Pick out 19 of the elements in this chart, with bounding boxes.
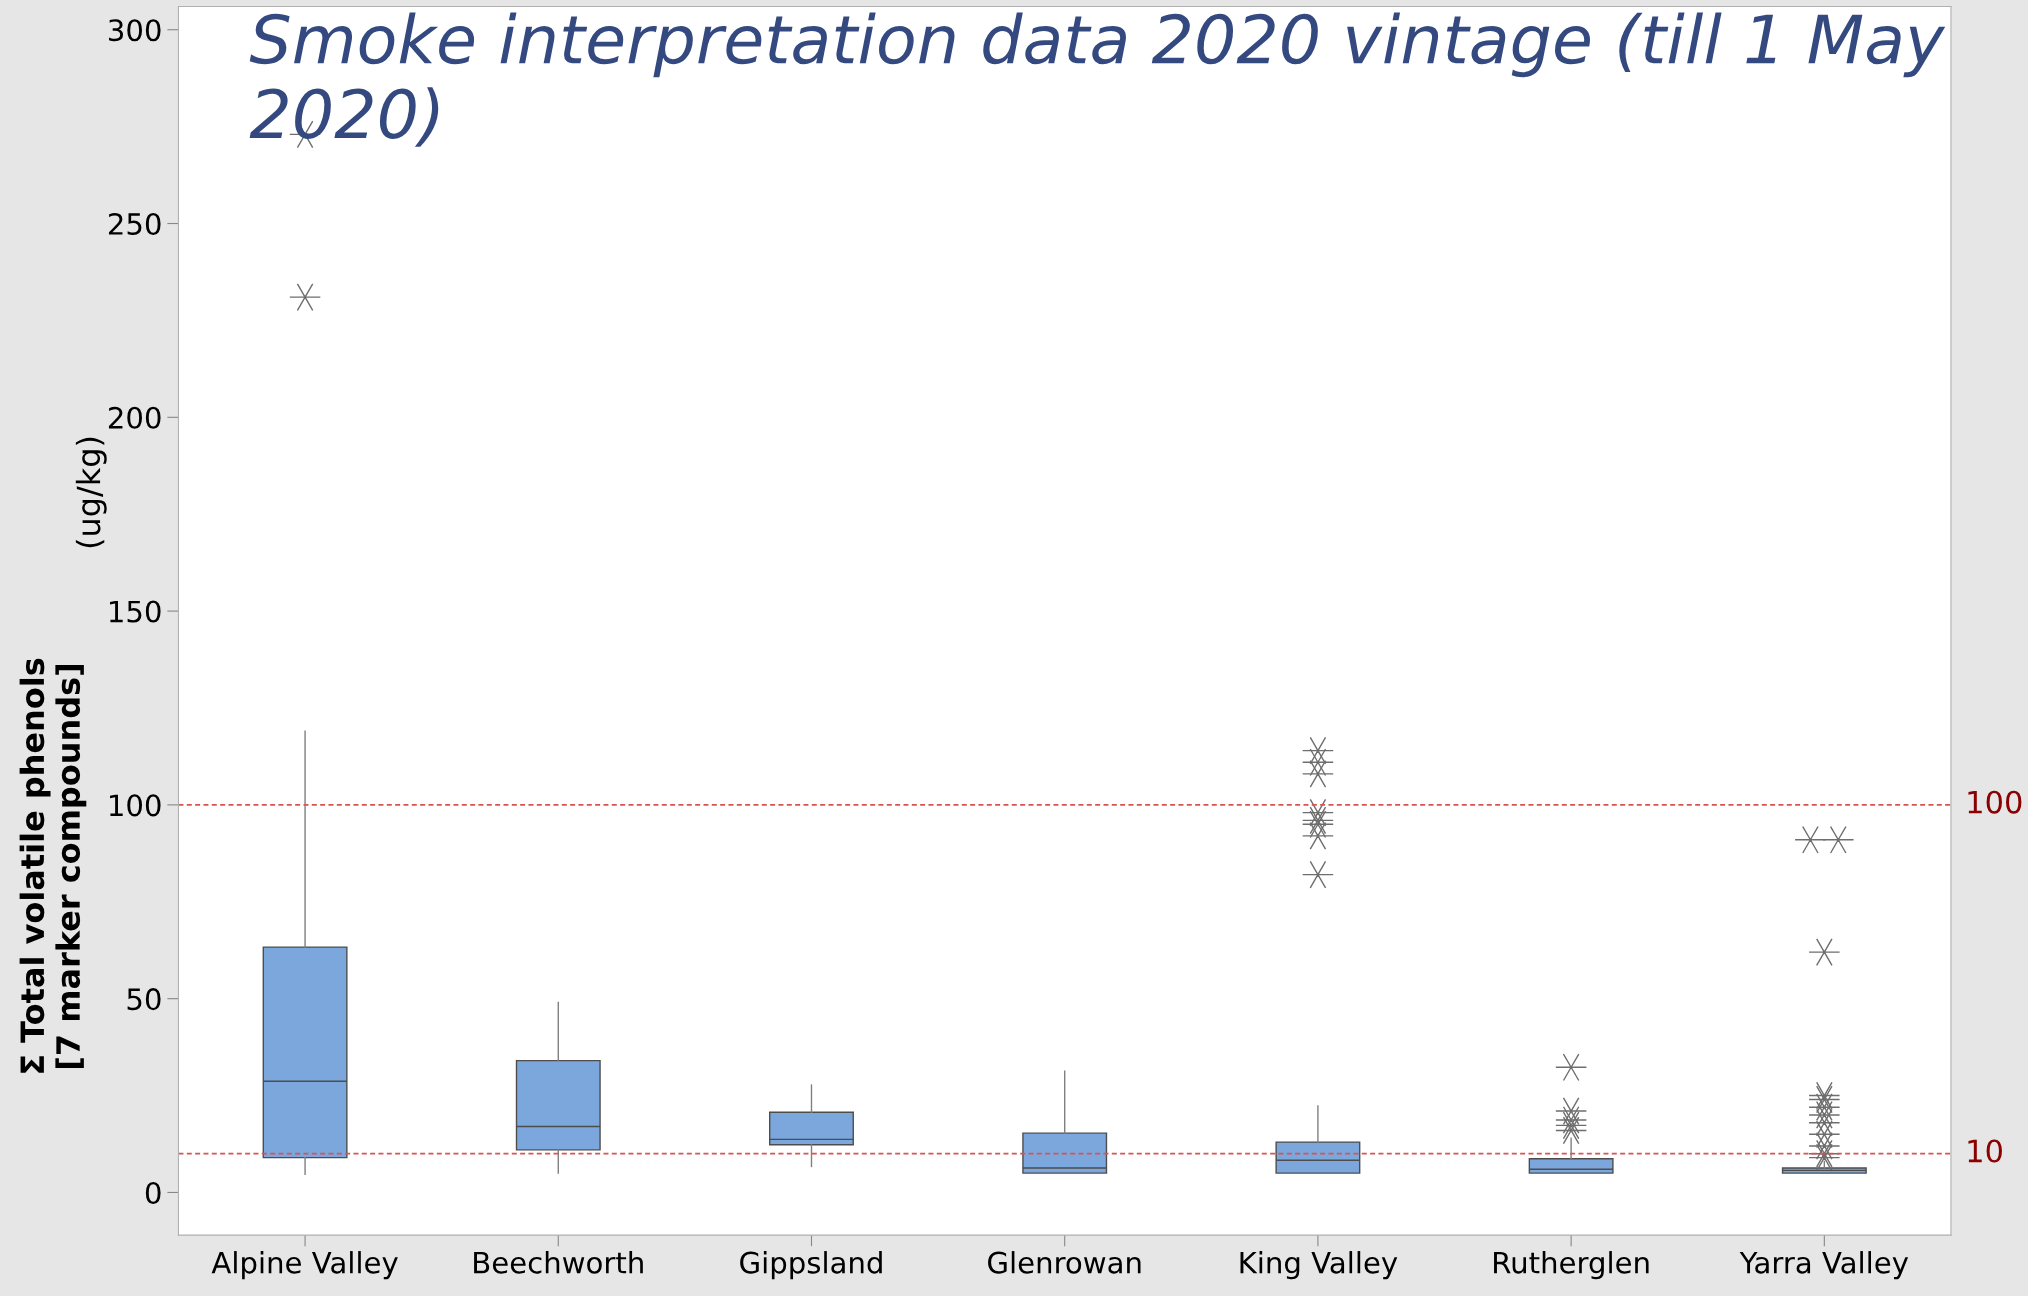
y-tick-label: 150: [110, 600, 161, 623]
y-tick-label: 250: [108, 212, 161, 236]
x-tick-label: King Valley: [1240, 1251, 1398, 1280]
x-tick-label: Gippsland: [740, 1251, 882, 1280]
text: (ug/kg): [75, 437, 107, 548]
x-tick-label: Glenrowan: [988, 1251, 1141, 1274]
y-tick-label: 100: [110, 794, 161, 817]
x-tick-label: Yarra Valley: [1739, 1251, 1909, 1280]
text: Smoke interpretation data 2020 vintage (till 1 May 2020): [249, 12, 1946, 147]
y-tick-label: 0: [145, 1181, 161, 1204]
y-tick-label: 50: [127, 988, 161, 1011]
ref-line-label: 10: [1968, 1139, 2002, 1163]
x-tick-label: Alpine Valley: [211, 1251, 398, 1280]
x-tick-label: Beechworth: [474, 1251, 643, 1274]
ref-line-label: 100: [1968, 790, 2022, 814]
y-axis-title: Σ Total volatile phenols [7 marker compounds]: [19, 658, 87, 1073]
y-tick-label: 300: [109, 19, 161, 42]
y-tick-label: 200: [108, 406, 161, 429]
x-tick-label: Rutherglen: [1494, 1251, 1649, 1280]
